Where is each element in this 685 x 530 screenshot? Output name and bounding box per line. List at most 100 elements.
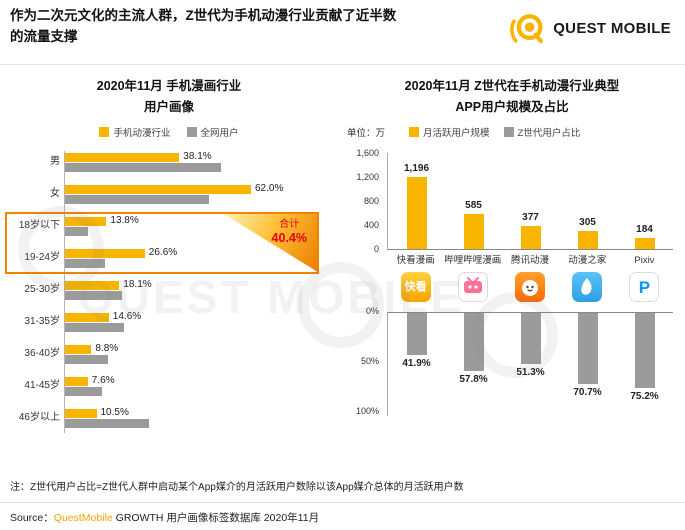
pixiv-app-icon: P: [629, 272, 660, 303]
footnote: 注：Z世代用户占比=Z世代人群中启动某个App媒介的月活跃用户数除以该App媒介…: [10, 482, 464, 493]
app-icon-cell: [559, 272, 616, 303]
legend-label: 月活跃用户规模: [423, 127, 490, 139]
app-category-labels: 快看漫画 哔哩哔哩漫画 腾讯动漫 动漫之家 Pixiv: [387, 255, 679, 267]
all-network-bar: [65, 162, 221, 172]
zgen-share-bar: [634, 313, 655, 389]
bar-value-label: 7.6%: [91, 375, 115, 386]
mau-bar: [406, 176, 427, 249]
page-title: 作为二次元文化的主流人群，Z世代为手机动漫行业贡献了近半数的流量支撑: [10, 8, 397, 44]
share-axis-ticks: 0% 50% 100%: [341, 307, 383, 416]
legend-item: 全网用户: [186, 125, 239, 139]
app-icon-row: 快看 P: [387, 272, 679, 303]
tencent-comic-app-icon: [515, 272, 545, 303]
logo-text: QUEST MOBILE: [553, 19, 671, 37]
gen-z-highlight-box: 合计 40.4%: [5, 211, 319, 274]
bar-group: 18.1%: [65, 280, 330, 300]
right-chart-title-line1: 2020年11月 Z世代在手机动漫行业典型: [404, 79, 620, 93]
bar-value-label: 8.8%: [95, 343, 119, 354]
left-chart-row: 19-24岁 26.6%: [8, 248, 330, 268]
share-value-label: 51.3%: [516, 367, 545, 379]
all-network-bar: [65, 194, 209, 204]
unit-label: 单位：万: [347, 127, 386, 139]
left-chart-title-line2: 用户画像: [143, 100, 194, 115]
bar-column: 585: [445, 153, 502, 249]
bar-column: 184: [616, 153, 673, 249]
right-chart-legend-row: 单位：万 月活跃用户规模 Z世代用户占比: [345, 125, 679, 139]
bar-value-label: 62.0%: [255, 183, 284, 194]
all-network-bar: [65, 258, 106, 268]
category-label: 46岁以上: [18, 412, 60, 423]
left-chart-panel: 2020年11月 手机漫画行业 用户画像 手机动漫行业 全网用户 男 38.1% 女 6…: [5, 76, 330, 441]
all-network-bar: [65, 354, 108, 364]
all-network-bar: [65, 226, 89, 236]
kuaikan-comic-app-icon: 快看: [400, 272, 431, 303]
right-chart-title-line2: APP用户规模及占比: [455, 100, 569, 115]
mau-value-label: 305: [579, 216, 596, 228]
axis-tick-label: 50%: [360, 356, 379, 367]
legend-label: Z世代用户占比: [517, 127, 581, 139]
industry-bar: [65, 280, 120, 290]
y-axis-line: [64, 150, 65, 433]
category-label: 18岁以下: [18, 220, 60, 231]
bar-column: 70.7%: [559, 313, 616, 416]
source-brand: QuestMobile: [53, 512, 113, 524]
footer-divider: [0, 502, 685, 503]
source-line: Source：QuestMobile GROWTH 用户画像标签数据库 2020…: [10, 510, 319, 525]
industry-bar: [65, 408, 97, 418]
bar-value-label: 10.5%: [100, 407, 129, 418]
app-icon-cell: [444, 272, 501, 303]
category-label: 25-30岁: [24, 284, 60, 295]
industry-bar: [65, 344, 92, 354]
bar-column: 377: [502, 153, 559, 249]
all-network-bar: [65, 322, 124, 332]
demographics-bar-chart: 男 38.1% 女 62.0% 18岁以下 13.8% 19-24岁 26.6% 25-30岁 1…: [5, 150, 330, 433]
share-value-label: 41.9%: [402, 358, 431, 370]
bar-column: 75.2%: [616, 313, 673, 416]
left-chart-row: 36-40岁 8.8%: [8, 343, 330, 364]
legend-swatch: [503, 126, 514, 137]
mau-bar-chart: 0 400 800 1,200 1,600 1,196 585 377 305 184: [356, 148, 679, 253]
app-icon-cell: 快看: [387, 272, 444, 303]
mau-bar: [463, 213, 484, 249]
category-label: 19-24岁: [24, 252, 60, 263]
axis-tick-label: 800: [363, 195, 379, 206]
source-prefix: Source：: [10, 512, 54, 524]
app-category-label: 快看漫画: [396, 254, 435, 266]
bar-group: 38.1%: [65, 151, 330, 172]
legend-swatch: [186, 126, 197, 137]
bar-group: 7.6%: [65, 375, 330, 396]
bilibili-comic-app-icon: [457, 272, 488, 303]
app-category-label: 腾讯动漫: [511, 254, 550, 266]
axis-tick-label: 400: [363, 219, 379, 230]
legend-item: 月活跃用户规模: [409, 125, 490, 139]
mau-value-label: 184: [636, 223, 653, 235]
app-category-label: Pixiv: [634, 254, 655, 266]
category-label: 31-35岁: [24, 316, 60, 327]
dongmanzhijia-app-icon: [572, 272, 603, 303]
category-label: 36-40岁: [24, 348, 60, 359]
left-chart-row: 18岁以下 13.8%: [8, 216, 330, 236]
industry-bar: [65, 248, 145, 258]
category-label: 女: [50, 188, 60, 199]
axis-tick-label: 1,600: [356, 147, 379, 158]
bar-group: 14.6%: [65, 312, 330, 332]
bar-column: 41.9%: [388, 313, 445, 416]
bar-value-label: 38.1%: [183, 151, 212, 162]
mau-value-label: 377: [522, 211, 539, 223]
mau-axis-ticks: 0 400 800 1,200 1,600: [341, 148, 383, 253]
mau-bar: [520, 225, 541, 249]
mau-value-label: 585: [465, 199, 482, 211]
share-plot-area: 41.9% 57.8% 51.3% 70.7% 75.2%: [387, 312, 673, 417]
mau-plot-area: 1,196 585 377 305 184: [387, 152, 673, 250]
left-chart-row: 男 38.1%: [8, 151, 330, 172]
legend-swatch: [99, 126, 110, 137]
left-chart-row: 41-45岁 7.6%: [8, 375, 330, 396]
left-chart-row: 31-35岁 14.6%: [8, 312, 330, 332]
left-chart-row: 25-30岁 18.1%: [8, 280, 330, 300]
legend-item: 手机动漫行业: [99, 125, 171, 139]
app-category-label: 动漫之家: [568, 254, 607, 266]
all-network-bar: [65, 290, 122, 300]
legend-label: 手机动漫行业: [113, 127, 171, 139]
industry-bar: [65, 216, 107, 226]
bar-group: 8.8%: [65, 343, 330, 364]
